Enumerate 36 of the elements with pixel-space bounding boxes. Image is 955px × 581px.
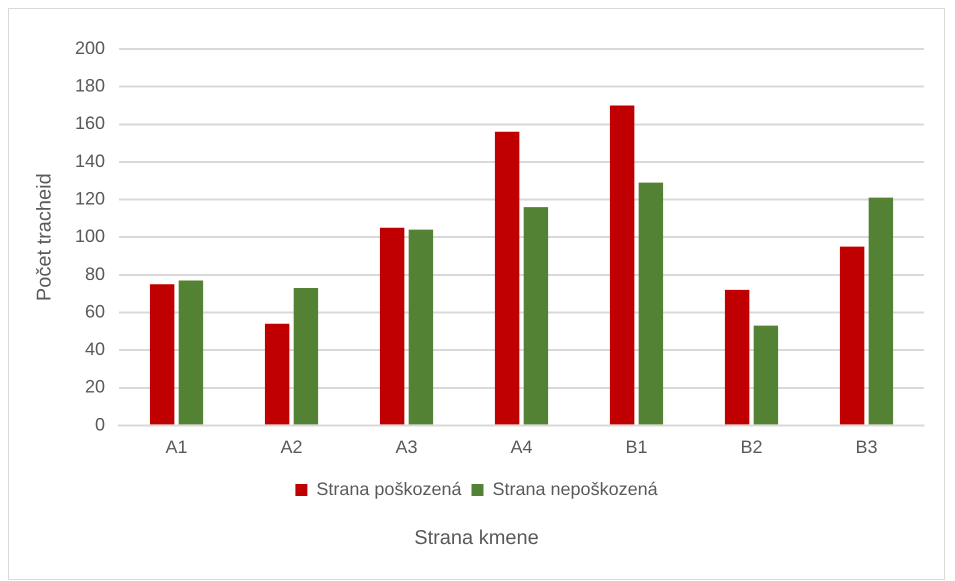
bar <box>524 207 548 424</box>
bar <box>724 290 750 424</box>
y-tick-label: 40 <box>85 339 106 360</box>
y-tick-label: 160 <box>74 113 106 134</box>
x-tick-label: A3 <box>396 437 418 458</box>
bar <box>840 246 864 424</box>
x-tick-label: A4 <box>510 437 533 458</box>
y-tick-label: 180 <box>74 76 106 96</box>
x-tick-label: A1 <box>166 437 188 458</box>
x-tick-label: B1 <box>625 437 648 458</box>
y-tick-label: 0 <box>95 414 106 434</box>
y-axis-title: Počet tracheid <box>34 173 56 302</box>
y-tick-label: 80 <box>85 264 106 284</box>
legend-label: Strana nepoškozená <box>492 478 659 499</box>
y-tick-label: 20 <box>85 376 106 397</box>
y-tick-label: 140 <box>74 150 106 171</box>
bar <box>868 198 894 424</box>
y-tick-label: 200 <box>74 38 106 58</box>
y-tick-label: 100 <box>74 226 106 246</box>
y-tick-label: 60 <box>85 301 106 322</box>
x-tick-label: B2 <box>740 437 763 458</box>
bar <box>638 182 664 424</box>
bar <box>610 105 634 424</box>
x-tick-label: B3 <box>855 437 878 458</box>
bar <box>264 324 290 424</box>
x-tick-label: A2 <box>280 437 303 458</box>
y-tick-label: 120 <box>74 188 106 209</box>
bar <box>408 230 434 424</box>
bar <box>178 280 204 424</box>
bar <box>380 228 404 424</box>
x-axis-title: Strana kmene <box>413 527 540 550</box>
legend-label: Strana poškozená <box>316 478 462 499</box>
bar <box>150 284 174 424</box>
bar <box>494 132 520 424</box>
bar <box>294 288 318 424</box>
bar <box>754 326 778 424</box>
